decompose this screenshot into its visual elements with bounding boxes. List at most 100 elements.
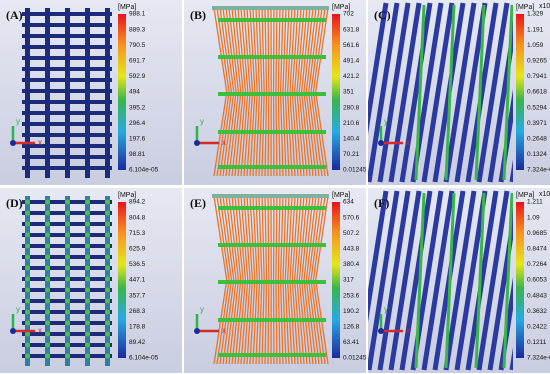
- colorbar-tick-label: 447.1: [129, 277, 146, 284]
- colorbar-tick-label: 0.01245: [343, 355, 367, 362]
- node: [25, 232, 30, 238]
- band: [218, 92, 326, 96]
- node: [45, 276, 50, 282]
- colorbar-tick-label: 395.2: [129, 104, 146, 111]
- colorbar-tick-label: 63.41: [343, 339, 360, 346]
- node: [105, 199, 110, 205]
- axis-x-label: x: [222, 326, 226, 335]
- axis-origin: [10, 328, 16, 334]
- colorbar-tick-label: 89.42: [129, 339, 146, 346]
- colorbar-tick-label: 421.2: [343, 73, 360, 80]
- helix-band: [474, 192, 486, 369]
- strut: [25, 8, 30, 178]
- node: [85, 342, 90, 348]
- colorbar-tick-label: 1.211: [527, 199, 543, 206]
- helix-stripe: [368, 2, 400, 183]
- colorbar-tick-label: 280.8: [343, 104, 360, 111]
- model: [368, 2, 513, 183]
- node: [25, 276, 30, 282]
- colorbar-tick-label: 0.6053: [527, 277, 547, 284]
- panel-label: (D): [6, 196, 23, 210]
- colorbar-tick-label: 536.5: [129, 261, 146, 268]
- colorbar-tick-label: 0.1324: [527, 151, 547, 158]
- node: [105, 276, 110, 282]
- axis-y-label: y: [200, 117, 204, 126]
- node: [105, 221, 110, 227]
- node: [45, 243, 50, 249]
- node: [85, 243, 90, 249]
- helix-band: [414, 4, 426, 181]
- colorbar-tick-label: 491.4: [343, 58, 360, 65]
- helix-band: [502, 4, 513, 181]
- node: [65, 221, 70, 227]
- axis-y-label: y: [384, 117, 388, 126]
- node: [65, 232, 70, 238]
- helix-band: [474, 4, 486, 181]
- node: [45, 210, 50, 216]
- strut: [105, 8, 110, 178]
- node: [85, 254, 90, 260]
- strut: [85, 8, 90, 178]
- node: [25, 243, 30, 249]
- colorbar-tick-label: 317: [343, 277, 354, 284]
- axis-origin: [194, 328, 200, 334]
- colorbar-tick-label: 351: [343, 89, 354, 96]
- node: [25, 331, 30, 337]
- colorbar-exponent: x10³: [539, 3, 550, 10]
- helix-stripe: [388, 2, 422, 183]
- colorbar: [332, 202, 340, 358]
- helix-stripe: [377, 2, 411, 183]
- node: [105, 309, 110, 315]
- node: [65, 199, 70, 205]
- panel: [MPa]702 631.8 561.6 491.4 421.2 351 280.8 210.…: [184, 0, 367, 185]
- colorbar-tick-label: 561.6: [343, 42, 360, 49]
- colorbar-unit: [MPa]: [516, 192, 534, 199]
- node: [85, 298, 90, 304]
- top-ring: [212, 194, 329, 198]
- node: [85, 265, 90, 271]
- colorbar-tick-label: 570.6: [343, 214, 360, 221]
- axis-origin: [378, 140, 384, 146]
- band: [218, 318, 326, 322]
- model: [22, 196, 112, 366]
- colorbar-tick-label: 296.4: [129, 120, 146, 127]
- colorbar-tick-label: 0.01245: [343, 167, 367, 174]
- panel-label: (B): [190, 8, 206, 22]
- band: [218, 18, 326, 22]
- axis-y-label: y: [200, 305, 204, 314]
- node: [25, 287, 30, 293]
- node: [105, 331, 110, 337]
- colorbar-tick-label: 0.2422: [527, 324, 547, 331]
- panel: [MPa]894.2 804.8 715.3 625.9 536.5 447.1 357.7…: [0, 188, 182, 373]
- node: [25, 199, 30, 205]
- colorbar-tick-label: 98.81: [129, 151, 146, 158]
- colorbar-tick-label: 691.7: [129, 58, 146, 65]
- helix-stripe: [368, 190, 389, 323]
- colorbar-tick-label: 6.104e-05: [129, 167, 159, 174]
- colorbar: [516, 14, 524, 170]
- node: [105, 210, 110, 216]
- colorbar-tick-label: 0.9685: [527, 230, 547, 237]
- panel-label: (E): [190, 196, 206, 210]
- panel: [MPa] x10³1.329 1.191 1.059 0.9265 0.7941 0.66…: [368, 0, 550, 185]
- node: [105, 342, 110, 348]
- helix-stripe: [465, 2, 499, 183]
- colorbar-tick-label: 1.059: [527, 42, 544, 49]
- colorbar-tick-label: 634: [343, 199, 354, 206]
- panel-label: (F): [374, 196, 389, 210]
- model: [368, 190, 513, 371]
- node: [45, 287, 50, 293]
- node: [45, 342, 50, 348]
- node: [45, 265, 50, 271]
- colorbar-tick-label: 790.5: [129, 42, 146, 49]
- helix-stripe: [368, 190, 400, 371]
- node: [105, 320, 110, 326]
- band: [218, 206, 326, 210]
- strut: [45, 8, 50, 178]
- node: [65, 298, 70, 304]
- colorbar-tick-label: 988.1: [129, 11, 146, 18]
- colorbar-tick-label: 6.104e-05: [129, 355, 159, 362]
- node: [65, 287, 70, 293]
- colorbar-tick-label: 0.5294: [527, 104, 547, 111]
